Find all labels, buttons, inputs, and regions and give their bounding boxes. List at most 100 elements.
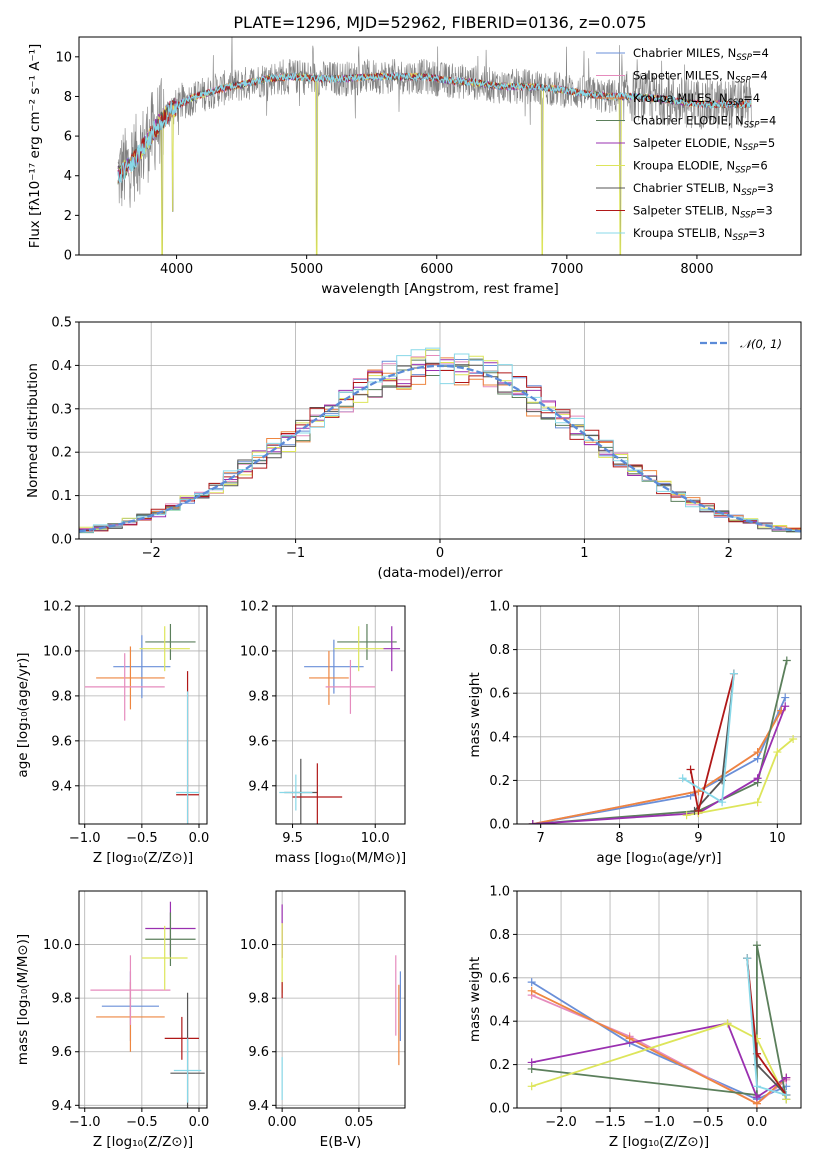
x-tick-label: −1.5	[594, 1115, 626, 1130]
marker-salpeter_elodie	[781, 702, 790, 711]
legend-text: Salpeter MILES, N	[633, 69, 735, 83]
marker-kroupa_elodie	[723, 1019, 732, 1028]
y-tick-label: 9.4	[51, 779, 72, 794]
y-tick-label: 0.4	[51, 359, 72, 374]
legend-label-kroupa_stelib: Kroupa STELIB, NSSP=3	[633, 226, 765, 243]
errorbar-kroupa_miles	[96, 646, 165, 710]
x-tick-label: 10	[769, 831, 786, 846]
panel-spectrum: 4000 5000 6000 7000 8000 0 2 4 6 8 10 wavelength [A…	[27, 36, 802, 297]
errorbar-kroupa_elodie	[333, 626, 384, 672]
errorbar-kroupa_miles	[309, 650, 349, 705]
legend-subscript: SSP	[735, 166, 751, 176]
axes-frame	[78, 321, 802, 540]
marker-kroupa_stelib	[729, 669, 738, 678]
normal-curve	[79, 364, 801, 533]
x-tick-label: −1	[286, 546, 305, 561]
panel-age_vs_Z: −1.0 −0.5 0.0 9.4 9.6 9.8 10.0 10.2 Z [log₁₀(Z/Z…	[15, 600, 209, 867]
x-tick-label: −0.5	[126, 831, 158, 846]
legend-suffix: =4	[752, 46, 769, 60]
marker-chabrier_elodie	[782, 656, 791, 665]
marker-salpeter_elodie	[527, 1058, 536, 1067]
y-tick-label: 9.8	[51, 689, 72, 704]
y-tick-label: 9.4	[248, 779, 269, 794]
errorbar-salpeter_miles	[325, 659, 376, 714]
y-tick-label: 2	[64, 209, 72, 224]
line-salpeter_elodie	[532, 705, 787, 824]
legend-subscript: SSP	[735, 76, 751, 86]
marker-chabrier_elodie	[752, 941, 761, 950]
legend-suffix: =3	[756, 204, 773, 218]
series-chabrier_miles	[528, 693, 790, 824]
marker-chabrier_stelib	[752, 1060, 761, 1069]
axes-frame	[78, 890, 208, 1109]
x-tick-label: −0.5	[692, 1115, 724, 1130]
series-salpeter_miles	[528, 706, 786, 824]
model-spectrum-kroupa_stelib	[117, 71, 752, 183]
y-tick-label: 10.0	[240, 938, 269, 953]
figure-title: PLATE=1296, MJD=52962, FIBERID=0136, z=0…	[233, 13, 646, 32]
y-tick-label: 9.6	[51, 734, 72, 749]
y-axis-label: Flux [fλ10⁻¹⁷ erg cm⁻² s⁻¹ A⁻¹]	[27, 44, 43, 249]
y-tick-label: 9.8	[51, 992, 72, 1007]
legend-subscript: SSP	[736, 53, 752, 63]
y-tick-label: 10	[55, 50, 72, 65]
series-salpeter_stelib	[686, 669, 738, 815]
y-tick-label: 0.6	[489, 687, 510, 702]
errorbar-kroupa_elodie	[141, 925, 188, 991]
x-tick-label: −2.0	[545, 1115, 577, 1130]
axes-frame	[516, 890, 802, 1109]
y-tick-label: 0.8	[489, 928, 510, 943]
x-tick-label: −1.0	[69, 831, 101, 846]
errorbar-salpeter_miles	[84, 653, 165, 721]
x-tick-label: 4000	[160, 262, 193, 277]
marker-salpeter_elodie	[782, 1073, 791, 1082]
legend-suffix: =6	[751, 159, 768, 173]
x-tick-label: −2	[142, 546, 161, 561]
marker-kroupa_miles	[625, 1034, 634, 1043]
errorbar-chabrier_elodie	[145, 623, 196, 660]
errorbar-kroupa_stelib	[173, 1038, 202, 1103]
x-tick-label: 0.00	[268, 1115, 297, 1130]
marker-kroupa_elodie	[789, 734, 798, 743]
marker-kroupa_elodie	[527, 1082, 536, 1091]
marker-kroupa_stelib	[678, 774, 687, 783]
legend-label-salpeter_elodie: Salpeter ELODIE, NSSP=5	[633, 136, 775, 153]
x-tick-label: 9	[694, 831, 702, 846]
y-tick-label: 0.8	[489, 643, 510, 658]
x-tick-label: 8	[615, 831, 623, 846]
y-tick-label: 0.5	[51, 316, 72, 331]
y-tick-label: 8	[64, 90, 72, 105]
x-tick-label: 0.0	[189, 1115, 210, 1130]
y-tick-label: 1.0	[489, 600, 510, 615]
marker-chabrier_miles	[781, 693, 790, 702]
marker-kroupa_elodie	[753, 798, 762, 807]
legend-text: Kroupa MILES, N	[633, 91, 728, 105]
errorbar-chabrier_elodie	[337, 623, 397, 660]
marker-kroupa_elodie	[682, 811, 691, 820]
y-tick-label: 10.2	[43, 600, 72, 615]
errorbar-salpeter_stelib	[292, 763, 343, 824]
legend-label-kroupa_elodie: Kroupa ELODIE, NSSP=6	[633, 159, 768, 176]
series-kroupa_miles	[528, 706, 786, 824]
errorbar-chabrier_miles	[113, 635, 171, 699]
y-tick-label: 10.0	[43, 938, 72, 953]
model-spectrum-salpeter_stelib	[117, 72, 752, 183]
legend-text: Salpeter ELODIE, N	[633, 136, 743, 150]
y-tick-label: 0.2	[51, 446, 72, 461]
errorbar-salpeter_elodie	[383, 626, 401, 672]
grid-mass_vs_ebv	[276, 891, 405, 1108]
x-tick-label: −0.5	[126, 1115, 158, 1130]
legend-subscript: SSP	[728, 98, 744, 108]
x-tick-label: 7	[537, 831, 545, 846]
series-salpeter_elodie	[528, 702, 790, 824]
legend-text: Kroupa ELODIE, N	[633, 159, 735, 173]
y-tick-label: 0.4	[489, 730, 510, 745]
legend-residuals: 𝒩(0, 1)	[700, 337, 782, 351]
y-axis-label: mass weight	[467, 672, 483, 757]
legend-subscript: SSP	[740, 211, 756, 221]
grid-weight_vs_age	[517, 606, 801, 824]
series-kroupa_stelib	[743, 954, 791, 1099]
marker-chabrier_miles	[527, 978, 536, 987]
x-tick-label: 1	[580, 546, 588, 561]
y-tick-label: 9.8	[248, 992, 269, 1007]
